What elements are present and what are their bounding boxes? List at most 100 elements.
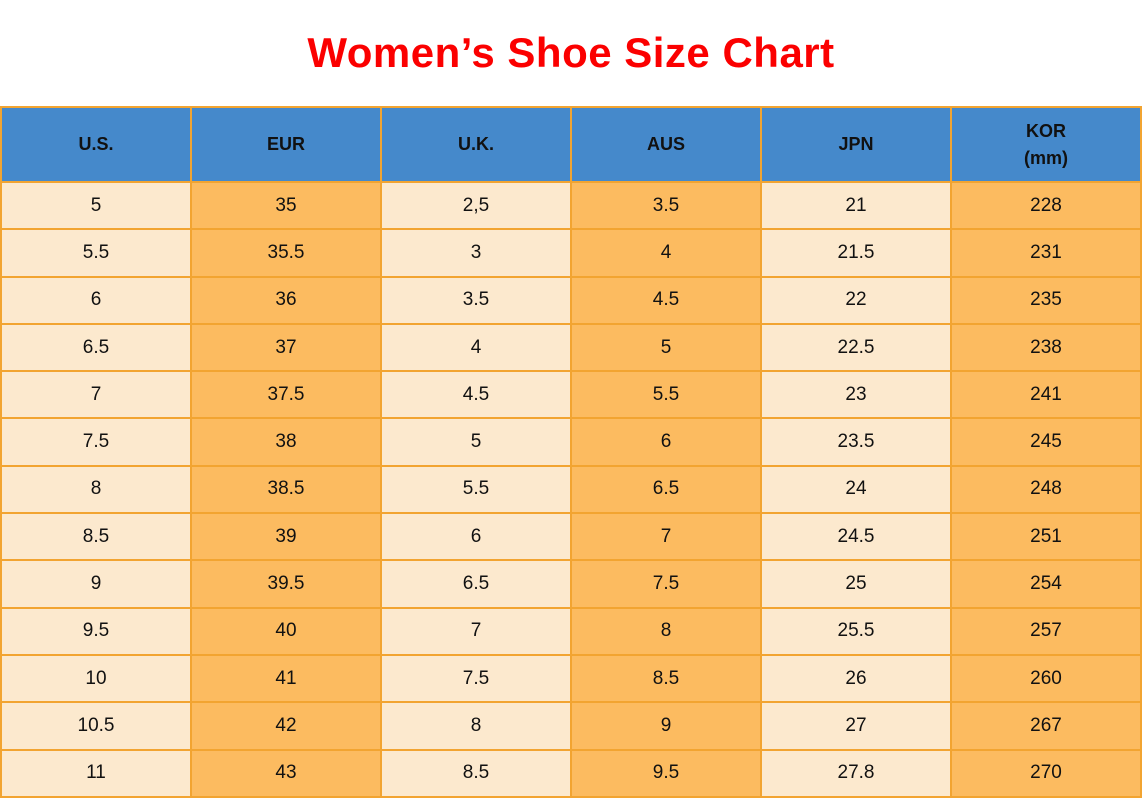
table-cell: 8 [380, 701, 572, 751]
table-cell: 6 [570, 417, 762, 467]
table-cell: 251 [950, 512, 1142, 562]
column-header-sublabel: (mm) [1024, 147, 1068, 168]
table-cell: 5 [380, 417, 572, 467]
table-cell: 6 [380, 512, 572, 562]
table-cell: 43 [190, 748, 382, 798]
table-cell: 9 [570, 701, 762, 751]
table-cell: 7 [570, 512, 762, 562]
table-cell: 5.5 [570, 370, 762, 420]
table-cell: 39.5 [190, 559, 382, 609]
table-cell: 22.5 [760, 322, 952, 373]
column-header-label: JPN [838, 134, 874, 155]
table-cell: 241 [950, 370, 1142, 420]
table-cell: 25 [760, 559, 952, 609]
table-body: 5 35 2,5 3.5 21 228 5.5 35.5 3 4 21.5 231 6 36 3.5 4.5 2… [0, 180, 1142, 798]
column-header-uk: U.K. [380, 106, 572, 183]
table-cell: 11 [0, 748, 192, 798]
table-cell: 2,5 [380, 180, 572, 231]
table-cell: 9.5 [0, 606, 192, 656]
column-header-eur: EUR [190, 106, 382, 183]
table-cell: 37.5 [190, 370, 382, 420]
table-cell: 8.5 [570, 653, 762, 704]
table-cell: 235 [950, 275, 1142, 325]
table-row: 7 37.5 4.5 5.5 23 241 [0, 370, 1142, 420]
table-cell: 8 [0, 464, 192, 515]
table-row: 5.5 35.5 3 4 21.5 231 [0, 228, 1142, 278]
table-cell: 8 [570, 606, 762, 656]
table-cell: 8.5 [380, 748, 572, 798]
table-cell: 10 [0, 653, 192, 704]
column-header-label: U.S. [78, 134, 114, 155]
table-cell: 254 [950, 559, 1142, 609]
table-row: 10.5 42 8 9 27 267 [0, 701, 1142, 751]
table-cell: 10.5 [0, 701, 192, 751]
table-row: 8.5 39 6 7 24.5 251 [0, 512, 1142, 562]
table-row: 7.5 38 5 6 23.5 245 [0, 417, 1142, 467]
table-cell: 21.5 [760, 228, 952, 278]
shoe-size-table: U.S. EUR U.K. AUS JPN KOR (mm) 5 35 2, [0, 106, 1142, 798]
table-cell: 24 [760, 464, 952, 515]
table-cell: 3.5 [380, 275, 572, 325]
column-header-label: EUR [266, 134, 305, 155]
table-row: 9.5 40 7 8 25.5 257 [0, 606, 1142, 656]
table-cell: 267 [950, 701, 1142, 751]
table-row: 6.5 37 4 5 22.5 238 [0, 322, 1142, 373]
table-cell: 23.5 [760, 417, 952, 467]
table-cell: 7.5 [570, 559, 762, 609]
table-row: 11 43 8.5 9.5 27.8 270 [0, 748, 1142, 798]
table-cell: 26 [760, 653, 952, 704]
table-cell: 6 [0, 275, 192, 325]
table-cell: 36 [190, 275, 382, 325]
table-cell: 25.5 [760, 606, 952, 656]
table-cell: 231 [950, 228, 1142, 278]
table-row: 10 41 7.5 8.5 26 260 [0, 653, 1142, 704]
table-cell: 6.5 [570, 464, 762, 515]
table-cell: 24.5 [760, 512, 952, 562]
table-cell: 7 [0, 370, 192, 420]
table-cell: 9 [0, 559, 192, 609]
header-row: U.S. EUR U.K. AUS JPN KOR (mm) [0, 106, 1142, 183]
column-header-label: U.K. [458, 134, 494, 155]
table-cell: 4.5 [570, 275, 762, 325]
title-bar: Women’s Shoe Size Chart [0, 0, 1142, 106]
table-cell: 248 [950, 464, 1142, 515]
table-cell: 42 [190, 701, 382, 751]
table-cell: 37 [190, 322, 382, 373]
column-header-us: U.S. [0, 106, 192, 183]
table-row: 9 39.5 6.5 7.5 25 254 [0, 559, 1142, 609]
table-cell: 7.5 [0, 417, 192, 467]
table-cell: 38.5 [190, 464, 382, 515]
table-cell: 21 [760, 180, 952, 231]
table-row: 6 36 3.5 4.5 22 235 [0, 275, 1142, 325]
table-cell: 238 [950, 322, 1142, 373]
table-cell: 22 [760, 275, 952, 325]
table-cell: 228 [950, 180, 1142, 231]
table-cell: 3 [380, 228, 572, 278]
table-cell: 4.5 [380, 370, 572, 420]
table-cell: 27.8 [760, 748, 952, 798]
column-header-label: KOR [1026, 121, 1066, 142]
table-cell: 27 [760, 701, 952, 751]
page-title: Women’s Shoe Size Chart [307, 29, 835, 76]
table-cell: 8.5 [0, 512, 192, 562]
table-cell: 5.5 [0, 228, 192, 278]
table-row: 5 35 2,5 3.5 21 228 [0, 180, 1142, 231]
table-cell: 5 [0, 180, 192, 231]
column-header-aus: AUS [570, 106, 762, 183]
table-cell: 41 [190, 653, 382, 704]
table-header: U.S. EUR U.K. AUS JPN KOR (mm) [0, 106, 1142, 183]
table-cell: 270 [950, 748, 1142, 798]
table-cell: 23 [760, 370, 952, 420]
table-cell: 6.5 [380, 559, 572, 609]
table-cell: 38 [190, 417, 382, 467]
table-cell: 5.5 [380, 464, 572, 515]
table-cell: 245 [950, 417, 1142, 467]
table-row: 8 38.5 5.5 6.5 24 248 [0, 464, 1142, 515]
table-cell: 257 [950, 606, 1142, 656]
column-header-kor: KOR (mm) [950, 106, 1142, 183]
table-cell: 9.5 [570, 748, 762, 798]
table-cell: 260 [950, 653, 1142, 704]
table-cell: 7 [380, 606, 572, 656]
table-cell: 40 [190, 606, 382, 656]
